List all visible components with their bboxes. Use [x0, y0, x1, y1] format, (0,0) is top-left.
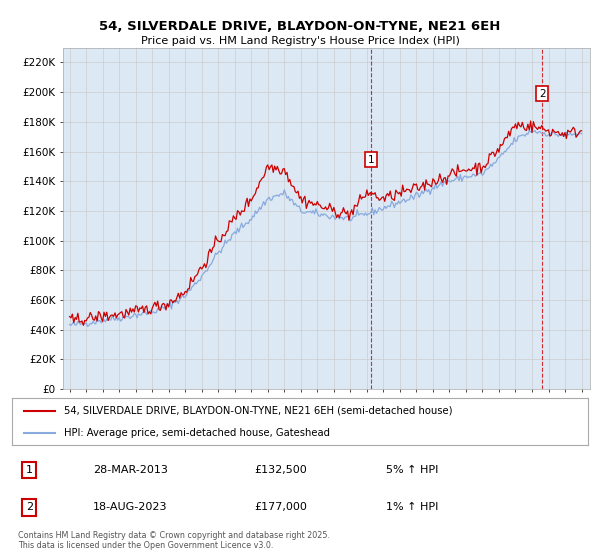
Text: 1% ↑ HPI: 1% ↑ HPI: [386, 502, 439, 512]
Text: 1: 1: [368, 155, 374, 165]
Text: 18-AUG-2023: 18-AUG-2023: [92, 502, 167, 512]
Text: 2: 2: [539, 88, 546, 99]
Text: £132,500: £132,500: [254, 465, 307, 475]
Text: 28-MAR-2013: 28-MAR-2013: [92, 465, 167, 475]
Text: Contains HM Land Registry data © Crown copyright and database right 2025.
This d: Contains HM Land Registry data © Crown c…: [18, 531, 330, 550]
Text: Price paid vs. HM Land Registry's House Price Index (HPI): Price paid vs. HM Land Registry's House …: [140, 36, 460, 46]
Text: £177,000: £177,000: [254, 502, 307, 512]
Text: 54, SILVERDALE DRIVE, BLAYDON-ON-TYNE, NE21 6EH: 54, SILVERDALE DRIVE, BLAYDON-ON-TYNE, N…: [100, 20, 500, 32]
Text: 2: 2: [26, 502, 33, 512]
Text: HPI: Average price, semi-detached house, Gateshead: HPI: Average price, semi-detached house,…: [64, 428, 330, 438]
Text: 54, SILVERDALE DRIVE, BLAYDON-ON-TYNE, NE21 6EH (semi-detached house): 54, SILVERDALE DRIVE, BLAYDON-ON-TYNE, N…: [64, 406, 452, 416]
Text: 1: 1: [26, 465, 33, 475]
Text: 5% ↑ HPI: 5% ↑ HPI: [386, 465, 439, 475]
